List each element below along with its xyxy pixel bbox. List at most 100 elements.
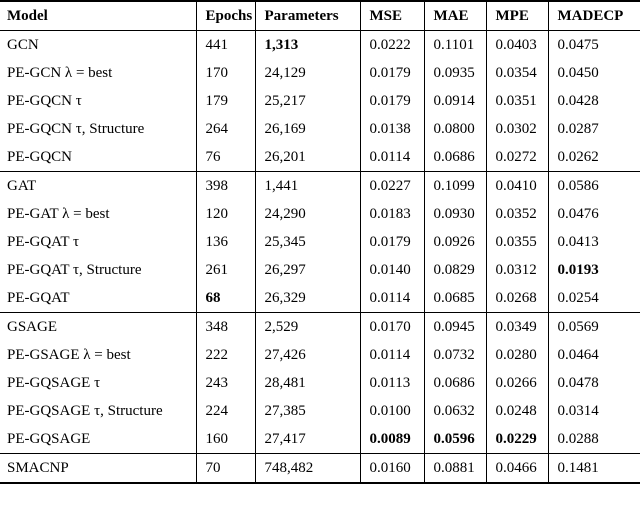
table-row: PE-GQCN τ 179 25,217 0.0179 0.0914 0.0351 0.04… <box>0 87 640 115</box>
value-cell: 0.0254 <box>547 284 640 313</box>
value-cell: 0.0193 <box>547 256 640 284</box>
value-cell: 120 <box>195 200 255 228</box>
value-cell: 0.1101 <box>423 30 486 59</box>
value-cell: 0.0287 <box>547 115 640 143</box>
value-cell: 27,385 <box>254 397 360 425</box>
value-cell: 0.0140 <box>359 256 424 284</box>
table-row: PE-GQSAGE 160 27,417 0.0089 0.0596 0.0229 0.02… <box>0 425 640 454</box>
value-cell: 0.0475 <box>547 30 640 59</box>
table-row: PE-GQAT 68 26,329 0.0114 0.0685 0.0268 0.0254 <box>0 284 640 313</box>
model-cell: PE-GQSAGE τ, Structure <box>7 403 163 419</box>
header-cell-parameters: Parameters <box>254 1 360 31</box>
value-cell: 0.0926 <box>423 228 486 256</box>
value-cell: 0.0114 <box>359 341 424 369</box>
value-cell: 398 <box>195 171 255 200</box>
value-cell: 748,482 <box>254 453 360 483</box>
value-cell: 0.0686 <box>423 369 486 397</box>
results-table: Model Epochs Parameters MSE MAE MPE MADECP GCN… <box>0 0 640 484</box>
table-row: PE-GQAT τ, Structure 261 26,297 0.0140 0.082… <box>0 256 640 284</box>
value-cell: 0.0160 <box>359 453 424 483</box>
value-cell: 25,345 <box>254 228 360 256</box>
value-cell: 2,529 <box>254 312 360 341</box>
value-cell: 0.0089 <box>359 425 424 454</box>
value-cell: 0.0248 <box>485 397 548 425</box>
value-cell: 160 <box>195 425 255 454</box>
value-cell: 0.0569 <box>547 312 640 341</box>
value-cell: 0.0686 <box>423 143 486 172</box>
value-cell: 76 <box>195 143 255 172</box>
value-cell: 0.0428 <box>547 87 640 115</box>
header-cell-mpe: MPE <box>485 1 548 31</box>
model-cell: PE-GCN λ = best <box>7 65 113 81</box>
value-cell: 1,441 <box>254 171 360 200</box>
value-cell: 261 <box>195 256 255 284</box>
value-cell: 0.0183 <box>359 200 424 228</box>
value-cell: 26,201 <box>254 143 360 172</box>
value-cell: 0.0685 <box>423 284 486 313</box>
model-cell: GCN <box>7 37 39 53</box>
value-cell: 0.0450 <box>547 59 640 87</box>
header-cell-mse: MSE <box>359 1 424 31</box>
value-cell: 0.1099 <box>423 171 486 200</box>
value-cell: 0.0272 <box>485 143 548 172</box>
value-cell: 243 <box>195 369 255 397</box>
value-cell: 0.0268 <box>485 284 548 313</box>
model-cell: PE-GAT λ = best <box>7 206 110 222</box>
value-cell: 0.0945 <box>423 312 486 341</box>
table-row: GCN 441 1,313 0.0222 0.1101 0.0403 0.0475 <box>0 30 640 59</box>
value-cell: 27,417 <box>254 425 360 454</box>
model-cell: GAT <box>0 171 196 200</box>
value-cell: 68 <box>195 284 255 313</box>
value-cell: 179 <box>195 87 255 115</box>
value-cell: 0.0314 <box>547 397 640 425</box>
value-cell: 0.0312 <box>485 256 548 284</box>
model-cell: PE-GSAGE λ = best <box>7 347 131 363</box>
value-cell: 0.0930 <box>423 200 486 228</box>
value-cell: 0.0413 <box>547 228 640 256</box>
value-cell: 222 <box>195 341 255 369</box>
header-cell-madecp: MADECP <box>547 1 640 31</box>
value-cell: 0.0829 <box>423 256 486 284</box>
value-cell: 0.0229 <box>485 425 548 454</box>
value-cell: 1,313 <box>254 30 360 59</box>
table-row: PE-GQSAGE τ 243 28,481 0.0113 0.0686 0.0266 0.… <box>0 369 640 397</box>
value-cell: 0.0732 <box>423 341 486 369</box>
value-cell: 0.0914 <box>423 87 486 115</box>
header-cell-model: Model <box>7 8 48 24</box>
value-cell: 0.0466 <box>485 453 548 483</box>
value-cell: 0.0632 <box>423 397 486 425</box>
value-cell: 0.1481 <box>547 453 640 483</box>
value-cell: 264 <box>195 115 255 143</box>
value-cell: 0.0179 <box>359 59 424 87</box>
value-cell: 0.0113 <box>359 369 424 397</box>
table-row: PE-GAT λ = best 120 24,290 0.0183 0.0930 0.03… <box>0 200 640 228</box>
table-row: PE-GQSAGE τ, Structure 224 27,385 0.0100 0.0… <box>0 397 640 425</box>
value-cell: 0.0280 <box>485 341 548 369</box>
value-cell: 0.0410 <box>485 171 548 200</box>
value-cell: 0.0114 <box>359 284 424 313</box>
value-cell: 0.0464 <box>547 341 640 369</box>
value-cell: 0.0935 <box>423 59 486 87</box>
value-cell: 0.0881 <box>423 453 486 483</box>
value-cell: 0.0262 <box>547 143 640 172</box>
value-cell: 24,129 <box>254 59 360 87</box>
value-cell: 0.0403 <box>485 30 548 59</box>
table-row: PE-GQCN 76 26,201 0.0114 0.0686 0.0272 0.0262 <box>0 143 640 172</box>
value-cell: 26,169 <box>254 115 360 143</box>
value-cell: 0.0179 <box>359 87 424 115</box>
value-cell: 0.0478 <box>547 369 640 397</box>
value-cell: 0.0266 <box>485 369 548 397</box>
model-cell: PE-GQAT τ, Structure <box>7 262 142 278</box>
table-row: SMACNP 70 748,482 0.0160 0.0881 0.0466 0.1481 <box>0 453 640 483</box>
value-cell: 26,297 <box>254 256 360 284</box>
value-cell: 24,290 <box>254 200 360 228</box>
value-cell: 25,217 <box>254 87 360 115</box>
value-cell: 70 <box>195 453 255 483</box>
value-cell: 0.0354 <box>485 59 548 87</box>
model-cell: PE-GQSAGE <box>7 431 91 447</box>
value-cell: 0.0138 <box>359 115 424 143</box>
model-cell: GSAGE <box>0 312 196 341</box>
header-row: Model Epochs Parameters MSE MAE MPE MADECP <box>0 1 640 31</box>
header-cell-mae: MAE <box>423 1 486 31</box>
value-cell: 0.0288 <box>547 425 640 454</box>
